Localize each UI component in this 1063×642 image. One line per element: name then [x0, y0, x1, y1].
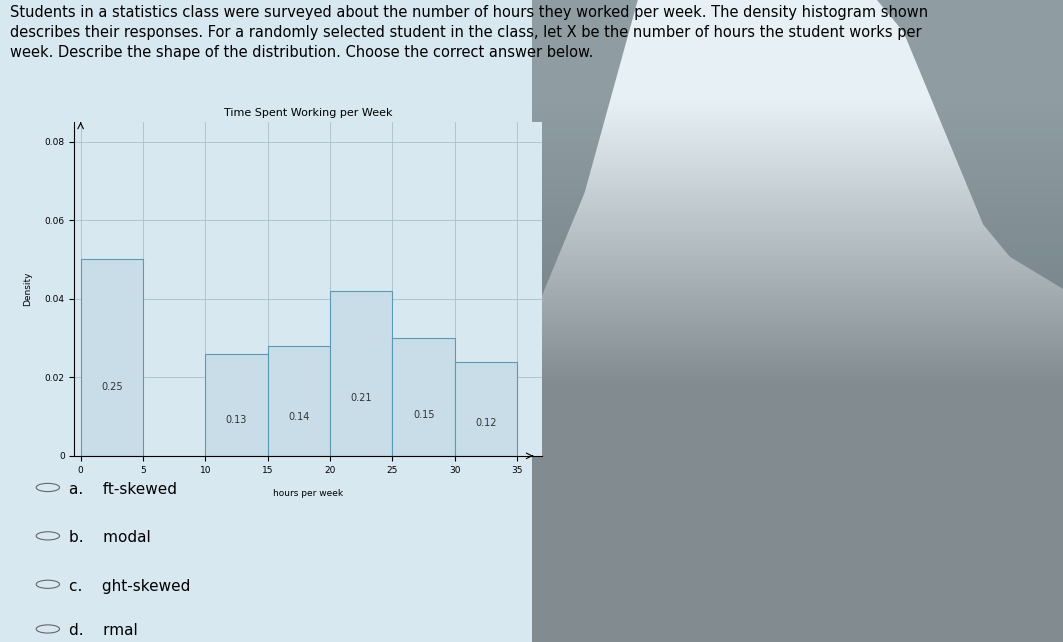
Bar	[392, 338, 455, 456]
Text: Students in a statistics class were surveyed about the number of hours they work: Students in a statistics class were surv…	[11, 6, 929, 60]
Text: hours per week: hours per week	[273, 489, 343, 498]
Text: a.    ft-skewed: a. ft-skewed	[69, 482, 178, 497]
Text: Density: Density	[23, 272, 32, 306]
Text: 0.12: 0.12	[475, 418, 496, 428]
Bar	[268, 346, 331, 456]
Text: 0.14: 0.14	[288, 412, 309, 422]
Text: b.    modal: b. modal	[69, 530, 151, 545]
Text: 0.15: 0.15	[412, 410, 435, 420]
Text: d.    rmal: d. rmal	[69, 623, 138, 638]
Title: Time Spent Working per Week: Time Spent Working per Week	[224, 108, 392, 118]
Bar	[81, 259, 144, 456]
Bar	[455, 361, 518, 456]
Text: 0.21: 0.21	[351, 393, 372, 403]
Bar	[331, 291, 392, 456]
Text: c.    ght-skewed: c. ght-skewed	[69, 578, 190, 594]
Text: 0.25: 0.25	[101, 382, 122, 392]
Text: 0.13: 0.13	[225, 415, 248, 425]
Bar	[205, 354, 268, 456]
Polygon shape	[532, 0, 1063, 321]
